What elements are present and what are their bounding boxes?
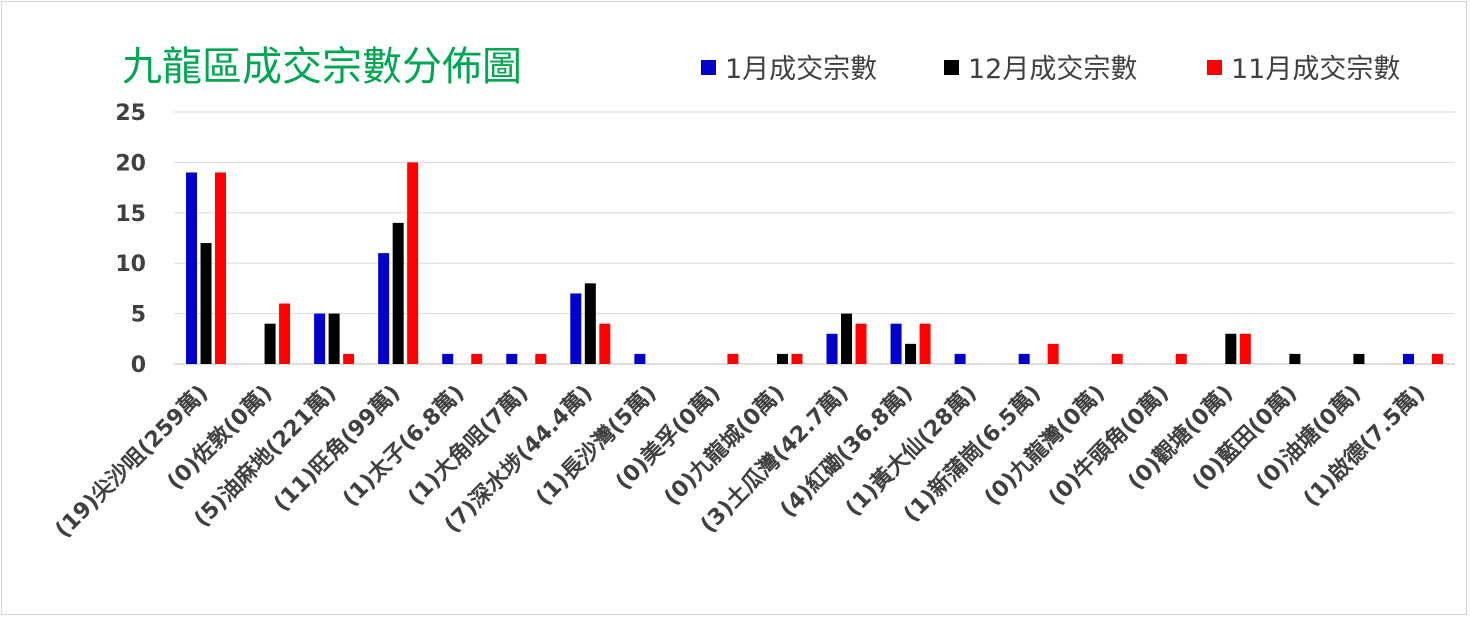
bar-3-14 xyxy=(1047,343,1059,364)
y-tick-label: 20 xyxy=(115,151,146,176)
bar-2-10 xyxy=(776,353,788,364)
y-tick-label: 0 xyxy=(131,353,146,378)
bar-3-20 xyxy=(1431,353,1443,364)
bar-1-13 xyxy=(954,353,966,364)
bar-1-7 xyxy=(570,293,582,364)
bar-3-7 xyxy=(599,323,611,364)
y-tick-label: 15 xyxy=(115,202,146,227)
y-tick-label: 10 xyxy=(115,252,146,277)
bar-1-1 xyxy=(186,172,198,364)
legend-label-2: 12月成交宗數 xyxy=(968,54,1137,85)
bar-1-3 xyxy=(314,313,326,364)
legend-swatch-2 xyxy=(944,60,959,75)
bar-1-14 xyxy=(1018,353,1030,364)
bar-3-6 xyxy=(535,353,547,364)
bar-2-17 xyxy=(1225,333,1237,364)
bar-2-7 xyxy=(584,283,596,364)
bar-2-1 xyxy=(200,243,212,364)
bar-3-10 xyxy=(791,353,803,364)
y-tick-label: 25 xyxy=(115,101,146,126)
bar-2-18 xyxy=(1289,353,1301,364)
bar-3-11 xyxy=(855,323,867,364)
bar-1-6 xyxy=(506,353,518,364)
legend-swatch-3 xyxy=(1207,60,1222,75)
bar-1-20 xyxy=(1402,353,1414,364)
legend-label-3: 11月成交宗數 xyxy=(1231,54,1400,85)
bar-3-9 xyxy=(727,353,739,364)
legend-label-1: 1月成交宗數 xyxy=(725,54,877,85)
bar-3-17 xyxy=(1239,333,1251,364)
bar-3-12 xyxy=(919,323,931,364)
y-tick-label: 5 xyxy=(131,303,146,328)
bar-3-1 xyxy=(215,172,227,364)
legend-swatch-1 xyxy=(701,60,716,75)
bar-2-4 xyxy=(392,222,404,364)
bar-1-5 xyxy=(442,353,454,364)
bar-3-4 xyxy=(407,162,419,364)
bar-3-5 xyxy=(471,353,483,364)
bar-2-19 xyxy=(1353,353,1365,364)
bar-3-3 xyxy=(343,353,355,364)
bar-3-2 xyxy=(279,303,291,364)
bar-3-16 xyxy=(1175,353,1187,364)
bar-3-15 xyxy=(1111,353,1123,364)
bar-1-8 xyxy=(634,353,646,364)
bar-2-2 xyxy=(264,323,276,364)
bar-1-11 xyxy=(826,333,838,364)
bar-1-12 xyxy=(890,323,902,364)
bar-1-4 xyxy=(378,253,390,364)
bar-2-12 xyxy=(905,343,917,364)
bar-2-11 xyxy=(841,313,853,364)
chart-title: 九龍區成交宗數分佈圖 xyxy=(122,44,522,90)
bar-2-3 xyxy=(328,313,340,364)
